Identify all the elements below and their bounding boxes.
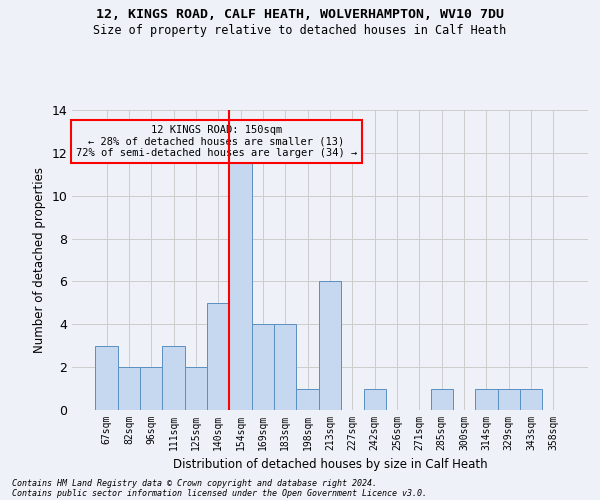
Bar — [497, 388, 520, 410]
Bar — [364, 388, 386, 410]
Bar — [296, 388, 319, 410]
Bar — [118, 367, 140, 410]
Y-axis label: Number of detached properties: Number of detached properties — [33, 167, 46, 353]
Bar — [229, 153, 252, 410]
Text: 12 KINGS ROAD: 150sqm
← 28% of detached houses are smaller (13)
72% of semi-deta: 12 KINGS ROAD: 150sqm ← 28% of detached … — [76, 125, 357, 158]
Bar — [475, 388, 497, 410]
Bar — [163, 346, 185, 410]
Bar — [274, 324, 296, 410]
Text: 12, KINGS ROAD, CALF HEATH, WOLVERHAMPTON, WV10 7DU: 12, KINGS ROAD, CALF HEATH, WOLVERHAMPTO… — [96, 8, 504, 20]
Text: Contains HM Land Registry data © Crown copyright and database right 2024.: Contains HM Land Registry data © Crown c… — [12, 478, 377, 488]
Text: Contains public sector information licensed under the Open Government Licence v3: Contains public sector information licen… — [12, 488, 427, 498]
X-axis label: Distribution of detached houses by size in Calf Heath: Distribution of detached houses by size … — [173, 458, 487, 471]
Bar — [319, 282, 341, 410]
Bar — [252, 324, 274, 410]
Bar — [520, 388, 542, 410]
Bar — [95, 346, 118, 410]
Bar — [140, 367, 163, 410]
Bar — [207, 303, 229, 410]
Text: Size of property relative to detached houses in Calf Heath: Size of property relative to detached ho… — [94, 24, 506, 37]
Bar — [431, 388, 453, 410]
Bar — [185, 367, 207, 410]
